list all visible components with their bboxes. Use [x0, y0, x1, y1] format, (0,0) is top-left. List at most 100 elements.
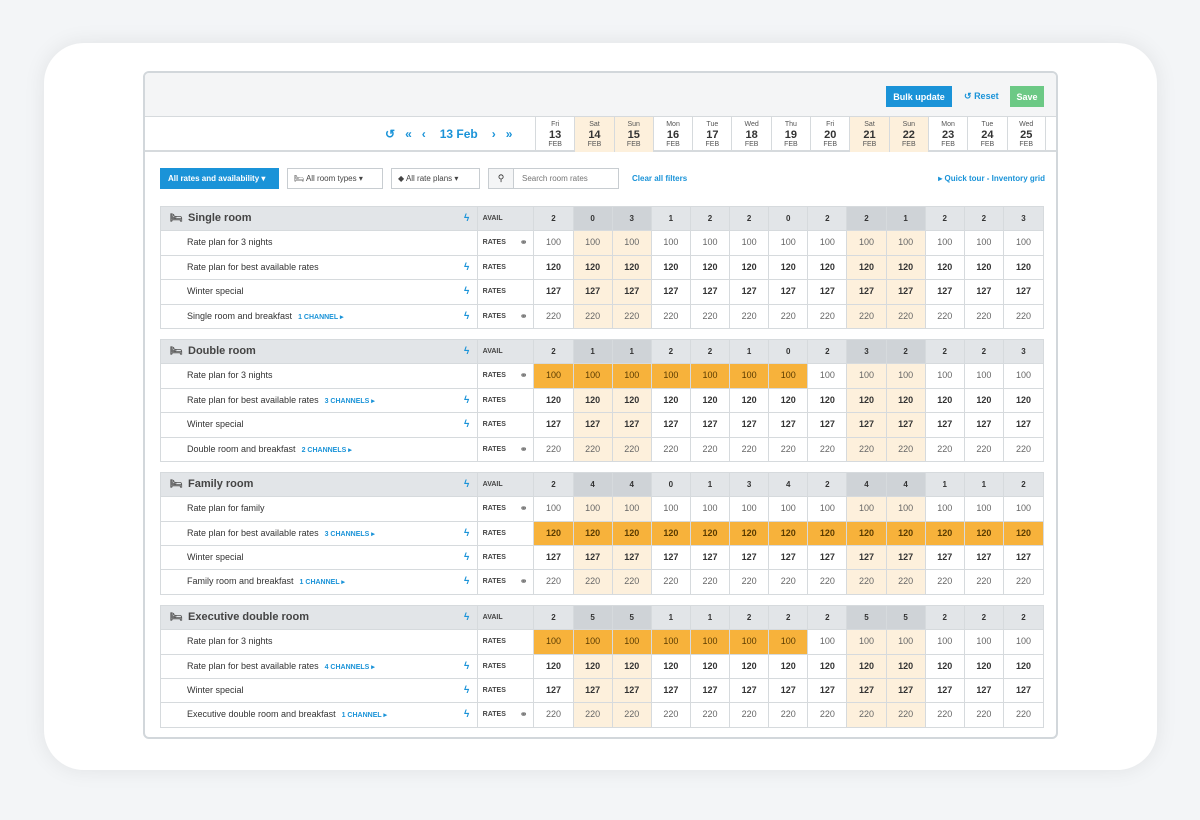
rate-cell[interactable]: 127 [847, 413, 887, 437]
rate-cell[interactable]: 127 [534, 413, 574, 437]
rate-cell[interactable]: 120 [769, 388, 809, 413]
rate-cell[interactable]: 120 [690, 521, 731, 546]
refresh-icon[interactable]: ↺ [385, 127, 396, 141]
rate-cell[interactable]: 127 [652, 679, 691, 703]
rate-cell[interactable]: 220 [847, 570, 887, 594]
avail-cell[interactable]: 3 [612, 207, 652, 231]
rate-cell[interactable]: 220 [847, 304, 887, 328]
rate-cell[interactable]: 220 [965, 304, 1004, 328]
rate-cell[interactable]: 120 [730, 654, 770, 679]
rate-cell[interactable]: 127 [612, 280, 652, 304]
avail-cell[interactable]: 5 [612, 605, 652, 630]
rate-cell[interactable]: 127 [1015, 419, 1031, 430]
rate-cell[interactable]: 127 [926, 546, 965, 570]
avail-cell[interactable]: 2 [808, 605, 848, 630]
rate-cell[interactable]: 100 [886, 497, 926, 521]
rate-cell[interactable]: 100 [926, 497, 965, 521]
lightning-icon[interactable]: ϟ [464, 213, 470, 224]
rate-cell[interactable]: 220 [534, 304, 574, 328]
rate-cell[interactable]: 127 [886, 679, 926, 703]
link-icon[interactable]: ⚭ [519, 576, 528, 587]
rate-cell[interactable]: 100 [1015, 503, 1031, 514]
rate-cell[interactable]: 120 [612, 521, 652, 546]
lightning-icon[interactable]: ϟ [464, 286, 470, 298]
rate-cell[interactable]: 127 [965, 679, 1004, 703]
rate-cell[interactable]: 100 [847, 630, 887, 654]
rate-cell[interactable]: 220 [965, 570, 1004, 594]
rate-cell[interactable]: 100 [847, 364, 887, 388]
rate-cell[interactable]: 220 [886, 437, 926, 461]
channels-link[interactable]: 4 CHANNELS ▸ [324, 663, 375, 671]
rate-cell[interactable]: 127 [730, 280, 770, 304]
rate-cell[interactable]: 220 [847, 437, 887, 461]
rate-cell[interactable]: 120 [808, 654, 848, 679]
rate-cell[interactable]: 220 [730, 304, 770, 328]
rate-cell[interactable]: 100 [573, 364, 613, 388]
rate-cell[interactable]: 220 [612, 437, 652, 461]
avail-cell[interactable]: 4 [847, 472, 887, 497]
rate-cell[interactable]: 220 [612, 304, 652, 328]
rate-cell[interactable]: 127 [965, 280, 1004, 304]
rate-cell[interactable]: 127 [691, 280, 731, 304]
rate-cell[interactable]: 120 [965, 654, 1004, 679]
avail-cell[interactable]: 2 [691, 207, 731, 231]
rate-cell[interactable]: 127 [926, 280, 965, 304]
rate-cell[interactable]: 100 [769, 231, 809, 255]
rate-cell[interactable]: 127 [573, 413, 613, 437]
avail-cell[interactable]: 2 [808, 339, 848, 364]
link-icon[interactable]: ⚭ [519, 370, 528, 381]
rate-cell[interactable]: 220 [886, 304, 926, 328]
rate-cell[interactable]: 120 [847, 521, 887, 546]
day-header[interactable]: Mon 23 FEB [927, 117, 967, 152]
rate-cell[interactable]: 220 [534, 437, 574, 461]
rate-cell[interactable]: 120 [573, 521, 613, 546]
lightning-icon[interactable]: ϟ [464, 478, 470, 490]
rate-cell[interactable]: 120 [808, 388, 848, 413]
rate-cell[interactable]: 220 [652, 570, 691, 594]
quick-tour-link[interactable]: ▸ Quick tour - Inventory grid [938, 168, 1045, 189]
rate-cell[interactable]: 220 [926, 437, 965, 461]
avail-cell[interactable]: 1 [652, 605, 691, 630]
avail-cell[interactable]: 1 [965, 472, 1004, 497]
channels-link[interactable]: 1 CHANNEL ▸ [341, 712, 387, 720]
avail-cell[interactable]: 2 [534, 472, 574, 497]
rate-cell[interactable]: 127 [612, 679, 652, 703]
rate-cell[interactable]: 127 [847, 679, 887, 703]
rate-cell[interactable]: 100 [730, 630, 770, 654]
double-chevron-right-icon[interactable]: » [505, 127, 513, 141]
link-icon[interactable]: ⚭ [519, 709, 528, 720]
rate-cell[interactable]: 100 [808, 364, 848, 388]
rate-cell[interactable]: 220 [652, 437, 691, 461]
rate-cell[interactable]: 120 [534, 654, 574, 679]
rate-cell[interactable]: 120 [573, 388, 613, 413]
rate-cell[interactable]: 220 [965, 437, 1004, 461]
rate-cell[interactable]: 120 [1003, 521, 1044, 546]
avail-cell[interactable]: 2 [926, 207, 965, 231]
avail-cell[interactable]: 2 [534, 605, 574, 630]
rate-cell[interactable]: 127 [886, 280, 926, 304]
rate-cell[interactable]: 220 [534, 570, 574, 594]
rate-cell[interactable]: 220 [926, 703, 965, 727]
avail-cell[interactable]: 2 [965, 339, 1004, 364]
rate-cell[interactable]: 127 [808, 413, 848, 437]
avail-cell[interactable]: 2 [730, 207, 770, 231]
search-input[interactable] [513, 168, 619, 189]
rate-cell[interactable]: 127 [730, 679, 770, 703]
rate-cell[interactable]: 120 [847, 654, 887, 679]
rate-cell[interactable]: 220 [926, 570, 965, 594]
rate-cell[interactable]: 127 [691, 546, 731, 570]
rate-cell[interactable]: 100 [690, 630, 731, 654]
rate-cell[interactable]: 120 [652, 255, 691, 280]
lightning-icon[interactable]: ϟ [464, 527, 470, 539]
rate-cell[interactable]: 220 [534, 703, 574, 727]
rate-cell[interactable]: 100 [534, 364, 574, 388]
rate-cell[interactable]: 220 [730, 703, 770, 727]
link-icon[interactable]: ⚭ [519, 237, 528, 248]
rate-cell[interactable]: 100 [1015, 370, 1031, 381]
rate-cell[interactable]: 220 [612, 570, 652, 594]
lightning-icon[interactable]: ϟ [464, 660, 470, 672]
rate-cell[interactable]: 120 [1015, 261, 1031, 272]
rate-cell[interactable]: 127 [573, 546, 613, 570]
avail-cell[interactable]: 2 [730, 605, 770, 630]
rate-cell[interactable]: 220 [1015, 443, 1031, 454]
